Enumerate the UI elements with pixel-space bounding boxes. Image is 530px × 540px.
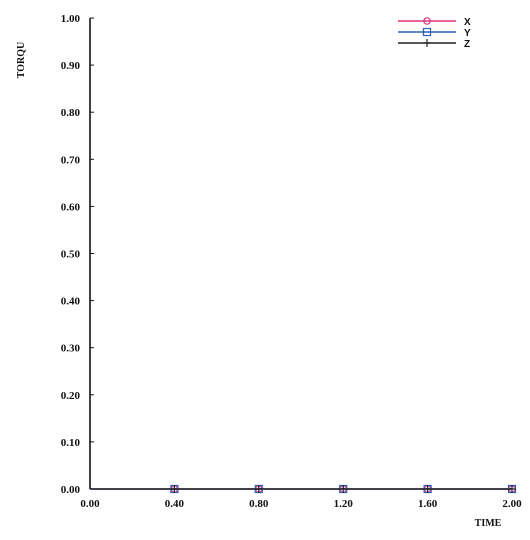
x-tick-label: 1.20 (334, 498, 354, 510)
legend-label: X (464, 17, 471, 28)
y-tick-label: 0.40 (61, 296, 81, 308)
y-tick-label: 0.30 (61, 343, 81, 355)
y-tick-label: 0.70 (61, 154, 81, 166)
chart-series (90, 484, 517, 494)
y-tick-label: 0.90 (61, 60, 81, 72)
data-point-z (254, 485, 263, 493)
legend-label: Z (464, 39, 470, 50)
y-tick-label: 0.80 (61, 107, 81, 119)
data-point-z (508, 485, 516, 493)
series-z (90, 485, 516, 493)
x-tick-label: 0.80 (249, 498, 269, 510)
legend-item-y: Y (398, 27, 471, 39)
x-axis-ticks: 0.00 0.40 0.80 1.20 1.60 2.00 (80, 485, 522, 510)
x-axis-label: TIME (475, 518, 502, 529)
y-axis-label: TORQU (16, 42, 27, 79)
legend-marker (423, 17, 431, 25)
data-point-z (170, 485, 179, 493)
y-axis-ticks: 0.00 0.10 0.20 0.30 0.40 0.50 0.60 0.70 0.80 0.90… (61, 13, 94, 496)
legend-item-z: Z (398, 39, 470, 50)
x-tick-label: 0.00 (80, 498, 100, 510)
chart-legend: XYZ (398, 17, 471, 50)
y-tick-label: 0.20 (61, 390, 81, 402)
legend-marker (422, 27, 432, 37)
legend-marker (423, 39, 431, 47)
legend-item-x: X (398, 17, 471, 28)
y-tick-label: 1.00 (61, 13, 81, 25)
x-tick-label: 0.40 (165, 498, 185, 510)
data-point-z (423, 485, 432, 493)
data-point-z (339, 485, 348, 493)
chart-axes (89, 18, 512, 490)
x-tick-label: 2.00 (502, 498, 522, 510)
y-tick-label: 0.00 (61, 484, 81, 496)
legend-label: Y (464, 28, 471, 39)
y-tick-label: 0.50 (61, 249, 81, 261)
y-tick-label: 0.10 (61, 437, 81, 449)
x-tick-label: 1.60 (418, 498, 438, 510)
y-tick-label: 0.60 (61, 201, 81, 213)
